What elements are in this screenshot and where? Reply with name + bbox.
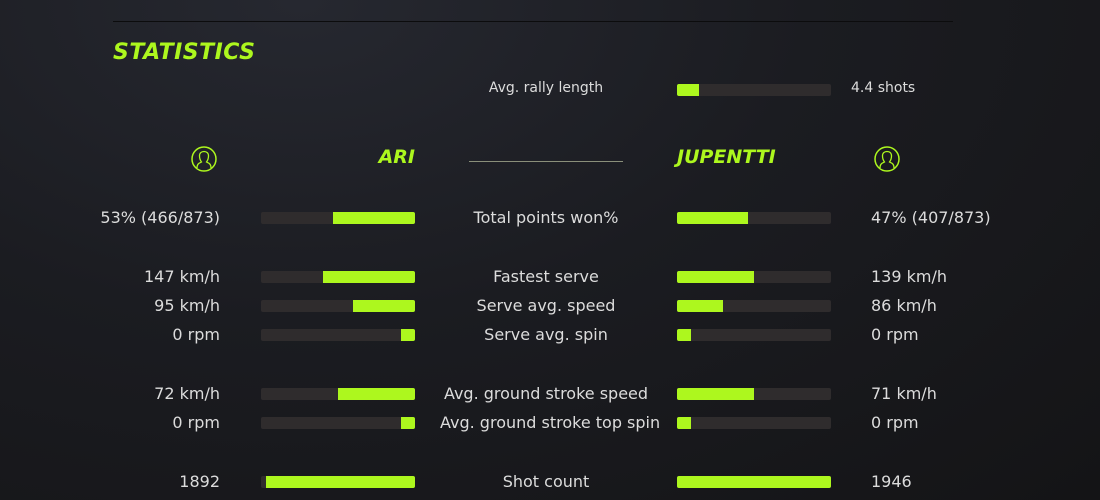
right-stat-bar-fill [677, 212, 748, 224]
left-stat-value: 1892 [179, 472, 220, 491]
left-stat-value: 0 rpm [172, 413, 220, 432]
left-stat-bar [261, 300, 415, 312]
right-stat-bar [677, 388, 831, 400]
left-stat-bar-fill [401, 417, 415, 429]
left-stat-bar [261, 212, 415, 224]
right-stat-bar-fill [677, 271, 754, 283]
right-stat-bar-fill [677, 476, 831, 488]
rally-bar [677, 84, 831, 96]
right-player-name: JUPENTTI [677, 146, 776, 168]
stat-label: Serve avg. speed [476, 296, 616, 315]
rally-value: 4.4 shots [851, 80, 916, 96]
right-stat-bar-fill [677, 388, 754, 400]
left-player-name: ARI [378, 146, 415, 168]
left-stat-value: 0 rpm [172, 325, 220, 344]
right-stat-bar [677, 300, 831, 312]
left-stat-value: 95 km/h [154, 296, 220, 315]
left-stat-bar [261, 271, 415, 283]
left-stat-bar-fill [401, 329, 415, 341]
right-stat-value: 1946 [871, 472, 912, 491]
left-stat-bar [261, 388, 415, 400]
right-stat-bar-fill [677, 329, 691, 341]
right-stat-value: 47% (407/873) [871, 208, 991, 227]
top-divider [113, 21, 953, 22]
stat-label: Shot count [502, 472, 590, 491]
left-stat-bar-fill [338, 388, 415, 400]
right-stat-bar [677, 476, 831, 488]
left-stat-bar-fill [333, 212, 415, 224]
left-stat-bar [261, 329, 415, 341]
user-icon [191, 146, 217, 172]
page-title: STATISTICS [113, 40, 256, 65]
user-icon [874, 146, 900, 172]
right-stat-value: 86 km/h [871, 296, 937, 315]
left-stat-bar-fill [265, 476, 415, 488]
right-stat-value: 0 rpm [871, 325, 919, 344]
left-stat-bar [261, 476, 415, 488]
stat-label: Total points won% [473, 208, 619, 227]
names-divider [469, 161, 623, 162]
right-stat-value: 0 rpm [871, 413, 919, 432]
right-stat-bar-fill [677, 417, 691, 429]
right-stat-value: 71 km/h [871, 384, 937, 403]
stat-label: Serve avg. spin [484, 325, 608, 344]
left-stat-value: 53% (466/873) [100, 208, 220, 227]
right-stat-bar [677, 417, 831, 429]
stat-label: Avg. ground stroke top spin [440, 413, 661, 432]
rally-label: Avg. rally length [488, 80, 604, 96]
right-stat-value: 139 km/h [871, 267, 948, 286]
left-stat-bar [261, 417, 415, 429]
left-stat-value: 72 km/h [154, 384, 220, 403]
stat-label: Fastest serve [493, 267, 599, 286]
left-stat-bar-fill [353, 300, 415, 312]
stat-label: Avg. ground stroke speed [443, 384, 649, 403]
left-stat-bar-fill [322, 271, 415, 283]
rally-bar-fill [677, 84, 699, 96]
right-stat-bar [677, 329, 831, 341]
right-stat-bar-fill [677, 300, 724, 312]
left-stat-value: 147 km/h [143, 267, 220, 286]
right-stat-bar [677, 271, 831, 283]
right-stat-bar [677, 212, 831, 224]
